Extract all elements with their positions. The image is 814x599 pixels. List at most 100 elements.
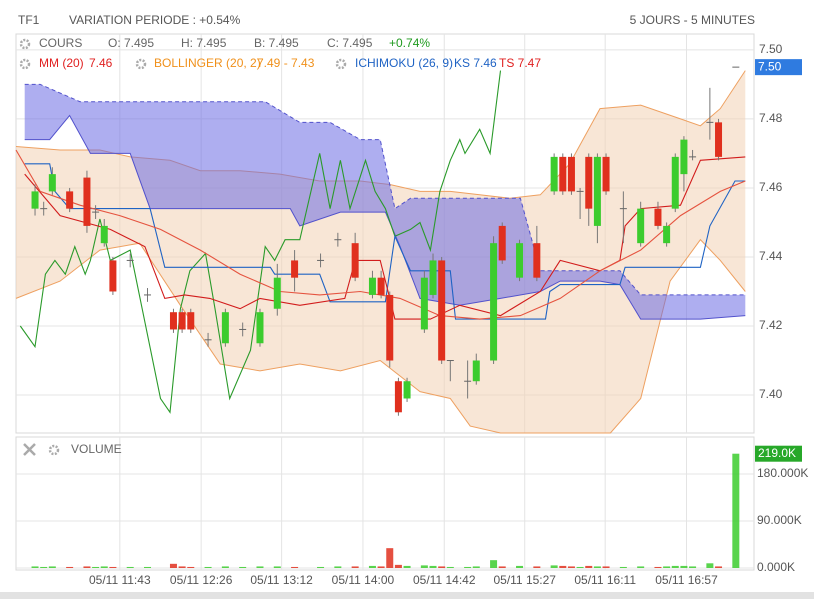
volume-bar <box>715 566 723 568</box>
candle-body <box>706 121 714 123</box>
candle-body <box>126 259 134 261</box>
volume-bar <box>706 563 714 568</box>
volume-bar <box>377 566 385 568</box>
candle-body <box>273 277 281 309</box>
last-value-label: 219.0K <box>758 446 796 460</box>
candle-body <box>256 312 264 344</box>
quote-label: COURS <box>39 36 82 50</box>
settings-icon[interactable] <box>19 58 31 70</box>
indicator-name: ICHIMOKU (26, 9) <box>355 56 453 70</box>
candle-body <box>221 312 229 344</box>
quote-low: B: 7.495 <box>254 36 299 50</box>
x-tick-label: 05/11 16:11 <box>574 573 636 587</box>
volume-bar <box>567 566 575 568</box>
volume-bar <box>40 566 48 568</box>
y-tick-label: 0.000K <box>757 560 795 574</box>
last-value-box <box>755 445 802 462</box>
volume-bar <box>585 565 593 568</box>
settings-icon[interactable] <box>335 58 347 70</box>
volume-bar <box>31 566 39 568</box>
candle-body <box>169 312 177 330</box>
candle-body <box>516 243 524 278</box>
close-icon[interactable] <box>23 443 36 456</box>
candle-body <box>490 243 498 361</box>
candle-body <box>403 381 411 399</box>
panel-frame <box>15 436 755 571</box>
volume-bar <box>66 566 74 568</box>
candle-body <box>576 190 584 192</box>
volume-bar <box>637 566 645 568</box>
volume-bar <box>671 565 679 568</box>
candle-body <box>291 260 299 278</box>
volume-bar <box>464 566 472 568</box>
y-tick-label: 7.40 <box>759 387 783 401</box>
indicator-line <box>24 163 746 320</box>
volume-bar <box>100 566 108 568</box>
y-tick-label: 90.000K <box>757 513 802 527</box>
x-tick-label: 05/11 15:27 <box>493 573 556 587</box>
candle-body <box>464 380 472 382</box>
volume-bar <box>602 566 610 568</box>
y-tick-label: 180.000K <box>757 466 808 480</box>
candle-body <box>680 139 688 175</box>
volume-bar <box>126 566 134 568</box>
candle-body <box>550 156 558 192</box>
candle-body <box>438 260 446 361</box>
candle-body <box>317 259 325 261</box>
candle-body <box>386 294 394 361</box>
volume-bar <box>446 566 454 568</box>
volume-bar <box>559 565 567 568</box>
y-tick-label: 7.42 <box>759 318 783 332</box>
volume-bar <box>239 566 247 568</box>
volume-bar <box>386 548 394 568</box>
candle-body <box>585 156 593 209</box>
volume-bar <box>663 566 671 568</box>
candle-body <box>533 243 541 278</box>
candle-body <box>368 277 376 295</box>
candle-body <box>593 156 601 226</box>
candle-body <box>40 208 48 210</box>
candle-body <box>100 225 108 244</box>
candle-body <box>394 381 402 413</box>
candle-body <box>602 156 610 192</box>
candle-body <box>109 260 117 292</box>
volume-bar <box>619 566 627 568</box>
quote-change: +0.74% <box>389 36 430 50</box>
candle-body <box>239 328 247 330</box>
x-tick-label: 05/11 12:26 <box>170 573 233 587</box>
candle-body <box>498 225 506 261</box>
settings-icon[interactable] <box>135 58 147 70</box>
candle-body <box>619 208 627 210</box>
volume-bar <box>92 566 100 568</box>
indicator-value: TS 7.47 <box>499 56 541 70</box>
volume-bar <box>351 566 359 568</box>
indicator-value: 7.46 <box>89 56 113 70</box>
volume-bar <box>256 566 264 568</box>
band-area <box>16 70 746 433</box>
candle-body <box>178 312 186 330</box>
volume-bar <box>394 564 402 568</box>
candle-body <box>689 156 697 158</box>
symbol: TF1 <box>18 13 40 27</box>
band-upper <box>24 83 746 296</box>
candle-body <box>671 156 679 209</box>
band-area <box>24 84 746 320</box>
candle-body <box>187 312 195 330</box>
indicator-line <box>19 70 502 414</box>
settings-icon[interactable] <box>48 444 60 456</box>
candle-body <box>144 294 152 296</box>
last-value-box <box>755 59 802 76</box>
x-tick-label: 05/11 16:57 <box>655 573 718 587</box>
indicator-name: BOLLINGER (20, 2) <box>154 56 261 70</box>
scrollbar[interactable] <box>0 592 814 599</box>
quote-close: C: 7.495 <box>327 36 373 50</box>
candle-body <box>351 243 359 278</box>
settings-icon[interactable] <box>19 38 31 50</box>
candle-body <box>567 156 575 192</box>
volume-bar <box>334 566 342 568</box>
y-tick-label: 7.50 <box>759 42 783 56</box>
volume-bar <box>403 565 411 568</box>
volume-bar <box>48 566 56 568</box>
candle-body <box>420 277 428 330</box>
